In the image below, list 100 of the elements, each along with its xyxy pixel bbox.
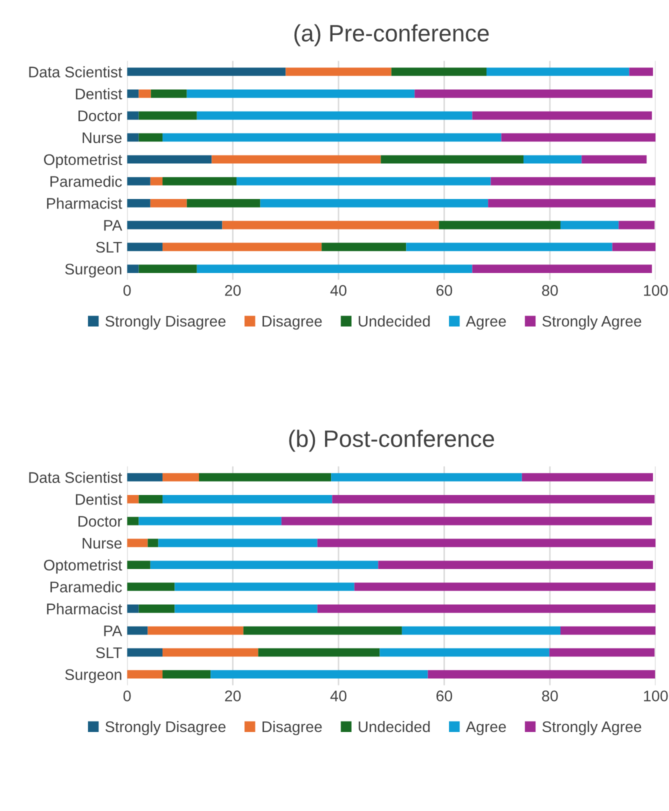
- y-tick-label: PA: [104, 220, 122, 231]
- x-tick-label: 0: [123, 285, 131, 296]
- y-tick-label: Dentist: [76, 88, 122, 100]
- bar: [618, 220, 655, 230]
- bar: [472, 264, 652, 274]
- x-tick-label: 80: [542, 285, 558, 296]
- bar: [196, 264, 472, 274]
- bar: [127, 155, 212, 164]
- bar: [582, 155, 647, 164]
- y-tick-label: Doctor: [78, 516, 122, 527]
- bar: [150, 560, 378, 570]
- x-tick-label: 40: [330, 285, 346, 296]
- bar: [212, 155, 381, 164]
- bar: [174, 582, 354, 591]
- y-tick-label: SLT: [96, 242, 122, 253]
- y-tick-label: Doctor: [78, 110, 122, 122]
- bar: [196, 111, 472, 120]
- bar: [162, 177, 237, 186]
- y-tick-label: SLT: [96, 647, 122, 658]
- y-tick-label: Data Scientist: [29, 472, 122, 483]
- bar: [148, 626, 244, 635]
- y-tick-label: Surgeon: [65, 669, 122, 684]
- y-tick-label: Optometrist: [44, 154, 122, 168]
- y-tick-label: Pharmacist: [47, 603, 122, 614]
- bar: [138, 604, 175, 613]
- bar: [281, 516, 652, 526]
- bar: [127, 198, 150, 208]
- bar: [380, 648, 550, 657]
- bar: [629, 68, 653, 76]
- bar: [317, 604, 656, 613]
- bar: [391, 68, 486, 76]
- legend-label: Agree: [466, 316, 506, 330]
- bar: [428, 670, 656, 679]
- y-tick-label: PA: [104, 626, 122, 636]
- bar: [612, 242, 656, 252]
- bar: [138, 90, 151, 98]
- bar: [549, 648, 655, 657]
- bar: [501, 133, 656, 142]
- bar: [138, 516, 282, 526]
- bar: [380, 155, 524, 164]
- bar: [162, 473, 199, 482]
- bar: [490, 177, 656, 186]
- legend-label: Disagree: [262, 315, 322, 330]
- bar: [162, 495, 332, 504]
- bar: [438, 220, 560, 230]
- bar: [127, 473, 163, 482]
- bar: [127, 242, 163, 252]
- bar: [127, 133, 139, 142]
- bar: [127, 582, 175, 591]
- bar: [127, 560, 150, 570]
- legend-label: Strongly Disagree: [105, 315, 226, 330]
- bar: [127, 264, 139, 274]
- x-tick-label: 100: [644, 690, 668, 702]
- bar: [354, 582, 656, 591]
- bar: [236, 177, 491, 186]
- x-tick-label: 60: [436, 690, 452, 702]
- bar: [127, 68, 286, 76]
- bar: [127, 111, 139, 120]
- y-tick-label: Optometrist: [44, 559, 122, 574]
- legend-label: Undecided: [358, 720, 430, 732]
- x-tick-label: 20: [225, 690, 241, 702]
- legend-label: Agree: [466, 722, 506, 736]
- bar: [127, 648, 163, 657]
- bar: [486, 68, 630, 76]
- bar: [127, 90, 139, 98]
- y-tick-label: Dentist: [76, 494, 122, 505]
- chart-title: (b) Post-conference: [289, 430, 494, 452]
- bar: [286, 68, 392, 76]
- bar: [186, 198, 260, 208]
- y-tick-label: Nurse: [82, 538, 122, 549]
- bar: [127, 495, 139, 504]
- legend-label: Strongly Disagree: [105, 720, 226, 736]
- bar: [472, 111, 652, 120]
- bar: [138, 264, 197, 274]
- bar: [127, 177, 150, 186]
- y-tick-label: Paramedic: [50, 176, 122, 187]
- bar: [127, 516, 139, 526]
- bar: [402, 626, 560, 635]
- legend-label: Undecided: [358, 315, 430, 327]
- bar: [378, 560, 653, 570]
- bar: [260, 198, 488, 208]
- y-tick-label: Surgeon: [65, 264, 122, 278]
- bar: [488, 198, 656, 208]
- bar: [210, 670, 428, 679]
- bar: [127, 538, 148, 548]
- bar: [162, 242, 322, 252]
- bar: [127, 670, 163, 679]
- bar: [127, 220, 222, 230]
- bar: [331, 473, 522, 482]
- bar: [522, 473, 653, 482]
- x-tick-label: 100: [644, 285, 668, 296]
- x-tick-label: 60: [436, 285, 452, 296]
- y-tick-label: Nurse: [82, 132, 122, 144]
- bar: [138, 495, 163, 504]
- bar: [150, 177, 163, 186]
- bar: [322, 242, 406, 252]
- bar: [243, 626, 402, 635]
- bar: [150, 90, 187, 98]
- bar: [560, 626, 656, 635]
- bar: [127, 604, 139, 613]
